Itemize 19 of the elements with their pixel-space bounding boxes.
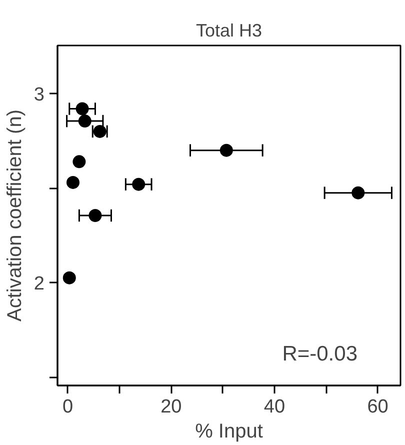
x-axis-title: % Input (195, 420, 264, 442)
x-tick-label: 0 (62, 396, 74, 418)
point (62, 271, 76, 284)
y-tick-label: 3 (34, 84, 45, 106)
point (66, 176, 80, 189)
annotation: R=-0.03 (282, 342, 358, 366)
point (88, 209, 102, 222)
point (78, 114, 92, 128)
y-tick-label: 2 (34, 274, 45, 295)
x-tick-label: 60 (367, 396, 388, 418)
point (220, 144, 233, 157)
point (132, 178, 146, 191)
x-tick-label: 20 (160, 396, 182, 418)
y-axis-title: Activation coefficient (n) (4, 110, 26, 322)
point (72, 155, 86, 168)
chart-title: Total H3 (196, 20, 262, 40)
point (352, 186, 365, 200)
x-tick-label: 40 (264, 396, 286, 418)
point (76, 102, 89, 116)
